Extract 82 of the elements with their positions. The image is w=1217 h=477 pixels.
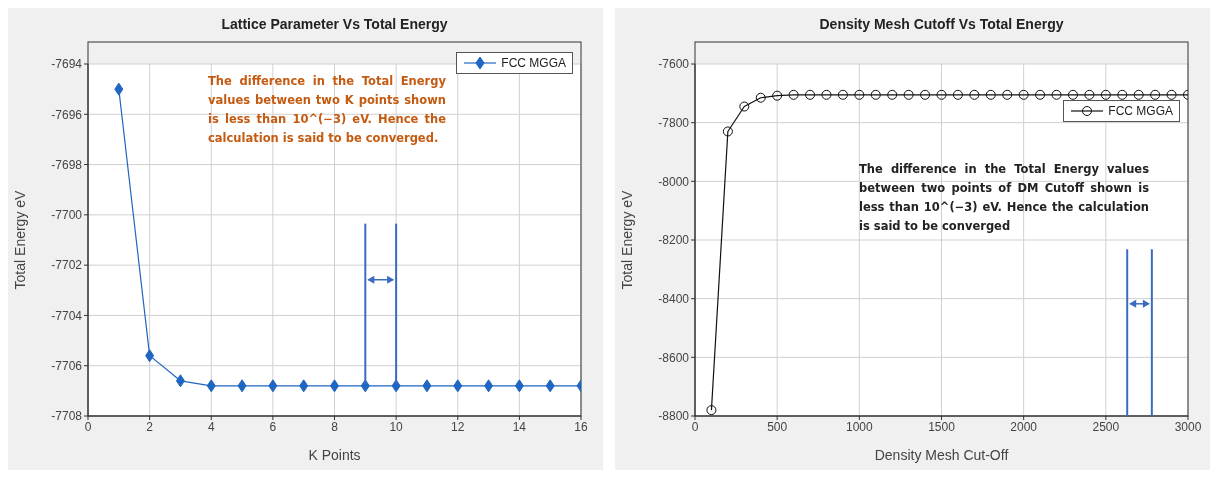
point <box>1117 89 1128 100</box>
x-tick-label: 14 <box>512 419 527 434</box>
x-tick-label: 500 <box>767 419 788 434</box>
chart-title: Density Mesh Cutoff Vs Total Energy <box>818 16 1065 32</box>
x-tick-label: 2000 <box>1010 419 1038 434</box>
legend-label: FCC MGGA <box>1108 104 1173 118</box>
point <box>1067 89 1078 100</box>
point <box>114 82 124 96</box>
x-tick-label: 0 <box>84 419 92 434</box>
point <box>936 89 947 100</box>
point <box>268 379 278 393</box>
y-tick-label: -7704 <box>51 308 83 323</box>
y-tick-label: -7702 <box>51 258 83 273</box>
y-tick-label: -8800 <box>658 409 690 424</box>
x-tick-label: 10 <box>389 419 404 434</box>
x-tick-label: 2500 <box>1092 419 1120 434</box>
y-tick-label: -7696 <box>51 107 83 122</box>
point <box>1002 89 1013 100</box>
chart-title: Lattice Parameter Vs Total Energy <box>220 16 449 32</box>
x-tick-label: 12 <box>451 419 465 434</box>
point <box>887 89 898 100</box>
x-axis-title: K Points <box>308 447 361 463</box>
y-tick-label: -7700 <box>51 208 83 223</box>
point <box>1084 89 1095 100</box>
point <box>755 92 766 103</box>
point <box>788 89 799 100</box>
y-tick-label: -8600 <box>658 350 690 365</box>
point <box>545 379 555 393</box>
x-tick-label: 3000 <box>1174 419 1202 434</box>
legend-label: FCC MGGA <box>501 56 566 70</box>
point <box>837 89 848 100</box>
point <box>1150 89 1161 100</box>
point <box>805 89 816 100</box>
point <box>422 379 432 393</box>
point <box>985 89 996 100</box>
point <box>1100 89 1111 100</box>
point <box>821 89 832 100</box>
x-tick-label: 8 <box>331 419 339 434</box>
x-tick-label: 1500 <box>928 419 956 434</box>
point <box>706 405 717 416</box>
y-tick-label: -8000 <box>658 174 690 189</box>
x-tick-label: 2 <box>146 419 154 434</box>
point <box>175 374 185 388</box>
point <box>1018 89 1029 100</box>
y-tick-label: -7698 <box>51 157 83 172</box>
y-axis-title: Total Energy eV <box>618 189 635 290</box>
x-tick-label: 6 <box>269 419 277 434</box>
point <box>969 89 980 100</box>
point <box>1035 89 1046 100</box>
point <box>484 379 494 393</box>
y-tick-label: -8200 <box>658 233 690 248</box>
annotation: The difference in the Total Energy values between two K points shown is less than 10^(−3) eV. Hence the calculation is said to be converged. <box>208 73 446 147</box>
x-tick-label: 0 <box>691 419 699 434</box>
point <box>206 379 216 393</box>
point <box>870 89 881 100</box>
y-tick-label: -8400 <box>658 291 690 306</box>
annotation: The difference in the Total Energy values between two points of DM Cutoff shown is less than 10^(−3) eV. Hence the calculation is said to be converged <box>859 161 1149 235</box>
point <box>1166 89 1177 100</box>
point <box>514 379 524 393</box>
point <box>299 379 309 393</box>
x-tick-label: 4 <box>207 419 215 434</box>
y-tick-label: -7706 <box>51 358 83 373</box>
point <box>772 90 783 101</box>
y-tick-label: -7694 <box>51 57 83 72</box>
point <box>903 89 914 100</box>
point <box>952 89 963 100</box>
x-tick-label: 16 <box>574 419 588 434</box>
y-axis-title: Total Energy eV <box>11 189 28 290</box>
point <box>1133 89 1144 100</box>
point <box>1051 89 1062 100</box>
point <box>453 379 463 393</box>
point <box>739 101 750 112</box>
y-tick-label: -7708 <box>51 409 83 424</box>
x-tick-label: 1000 <box>845 419 873 434</box>
y-tick-label: -7800 <box>658 115 690 130</box>
point <box>854 89 865 100</box>
y-tick-label: -7600 <box>658 57 690 72</box>
point <box>145 349 155 363</box>
point <box>920 89 931 100</box>
x-axis-title: Density Mesh Cut-Off <box>874 447 1009 463</box>
point <box>237 379 247 393</box>
point <box>722 126 733 137</box>
